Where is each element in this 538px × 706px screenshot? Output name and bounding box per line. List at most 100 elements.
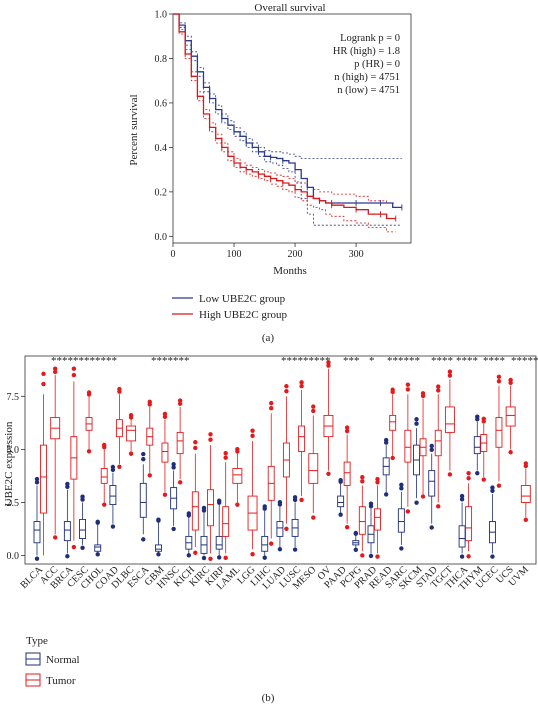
tumor-outlier bbox=[147, 473, 152, 478]
normal-outlier bbox=[459, 497, 465, 502]
significance-group: ************ bbox=[511, 355, 538, 367]
normal-outlier bbox=[383, 437, 389, 443]
survival-plot-frame bbox=[172, 13, 412, 244]
expression-legend: Type Normal Tumor bbox=[25, 635, 80, 687]
normal-outlier bbox=[292, 495, 298, 500]
normal-box-ESCA bbox=[139, 451, 147, 542]
tumor-outlier bbox=[508, 450, 513, 455]
normal-box-SKCM bbox=[413, 417, 420, 505]
normal-outlier bbox=[95, 519, 100, 524]
tumor-outlier bbox=[177, 398, 183, 403]
legend-tumor-label: Tumor bbox=[46, 675, 76, 687]
tumor-outlier bbox=[436, 388, 441, 393]
expression-y-label: UBE2C expression bbox=[3, 421, 15, 506]
tumor-outlier bbox=[447, 373, 453, 378]
tumor-outlier bbox=[250, 428, 255, 433]
tumor-outlier bbox=[375, 554, 380, 559]
stats-n-high: n (high) = 4751 bbox=[334, 72, 400, 83]
tumor-box-LGG bbox=[247, 428, 258, 557]
tumor-outlier bbox=[311, 404, 316, 409]
normal-box-SARC bbox=[397, 482, 405, 551]
tumor-outlier bbox=[177, 480, 183, 485]
expr-y-tick-label: 2.5 bbox=[7, 498, 20, 509]
tumor-box-UVM bbox=[520, 461, 531, 523]
tumor-box-PAAD bbox=[343, 425, 351, 530]
normal-outlier bbox=[414, 421, 419, 426]
stats-n-low: n (low) = 4751 bbox=[337, 85, 400, 96]
panel-b-label: (b) bbox=[262, 692, 275, 704]
normal-outlier bbox=[171, 526, 176, 532]
normal-outlier bbox=[201, 505, 207, 511]
tumor-outlier bbox=[162, 492, 168, 497]
significance-group: **** bbox=[431, 355, 453, 367]
normal-outlier bbox=[399, 546, 404, 551]
tumor-outlier bbox=[344, 524, 350, 530]
significance-group: ****** bbox=[387, 355, 420, 367]
legend-low-label: Low UBE2C group bbox=[199, 293, 286, 305]
survival-title: Overall survival bbox=[254, 2, 325, 14]
normal-box-STAD bbox=[428, 443, 436, 530]
normal-outlier bbox=[399, 486, 404, 491]
normal-outlier bbox=[414, 500, 419, 505]
tumor-box-OV bbox=[323, 360, 334, 476]
tumor-outlier bbox=[375, 476, 380, 482]
tumor-outlier bbox=[326, 471, 331, 476]
normal-outlier bbox=[368, 553, 374, 559]
tumor-outlier bbox=[466, 470, 471, 476]
tumor-outlier bbox=[299, 497, 304, 503]
tumor-box-STAD bbox=[434, 384, 442, 509]
tumor-outlier bbox=[208, 556, 213, 561]
normal-outlier bbox=[201, 555, 207, 561]
tumor-outlier bbox=[250, 433, 255, 439]
tumor-box-BLCA bbox=[40, 371, 47, 556]
cancer-type-labels: BLCAACCBRCACESCCHOLCOADDLBCESCAGBMHNSCKI… bbox=[18, 564, 531, 593]
tumor-box-COAD bbox=[115, 386, 123, 469]
normal-box-GBM bbox=[155, 517, 162, 557]
expression-y-ticks: 0.0 2.5 5.0 7.5 bbox=[7, 392, 25, 562]
normal-outlier bbox=[262, 555, 267, 560]
tumor-box-ACC bbox=[50, 366, 61, 540]
tumor-outlier bbox=[147, 399, 152, 405]
tumor-outlier bbox=[284, 383, 289, 389]
tumor-outlier bbox=[193, 550, 198, 555]
normal-box-LIHC bbox=[261, 504, 269, 560]
survival-panel: Overall survival 0 100 200 3000.00.20.40.60… bbox=[128, 2, 412, 344]
tumor-outlier bbox=[208, 432, 213, 437]
tumor-outlier bbox=[344, 425, 350, 430]
y-tick-label: 0.6 bbox=[155, 98, 168, 109]
y-tick-label: 0.8 bbox=[155, 54, 168, 65]
normal-box-KICH bbox=[185, 511, 193, 558]
tumor-box-ESCA bbox=[146, 399, 154, 478]
tumor-outlier bbox=[52, 366, 58, 371]
normal-outlier bbox=[156, 552, 161, 557]
tumor-outlier bbox=[390, 387, 395, 392]
y-tick-label: 1.0 bbox=[155, 10, 168, 21]
tumor-outlier bbox=[250, 552, 255, 557]
normal-outlier bbox=[490, 488, 495, 493]
tumor-box-KIRP bbox=[222, 451, 230, 561]
normal-outlier bbox=[141, 456, 146, 462]
tumor-outlier bbox=[481, 416, 486, 422]
legend-normal-label: Normal bbox=[46, 654, 80, 666]
tumor-outlier bbox=[436, 504, 441, 509]
tumor-outlier bbox=[102, 502, 107, 507]
normal-outlier bbox=[216, 555, 222, 560]
tumor-outlier bbox=[117, 464, 122, 469]
tumor-box-LUSC bbox=[298, 380, 306, 503]
tumor-box-GBM bbox=[161, 411, 169, 497]
normal-outlier bbox=[429, 525, 434, 530]
tumor-outlier bbox=[269, 541, 274, 546]
tumor-outlier bbox=[128, 451, 134, 456]
tumor-outlier bbox=[326, 360, 331, 365]
tumor-box-BRCA bbox=[70, 366, 78, 550]
tumor-outlier bbox=[177, 401, 183, 406]
tumor-outlier bbox=[508, 377, 513, 383]
normal-outlier bbox=[186, 553, 192, 558]
normal-box-LUAD bbox=[276, 500, 284, 552]
significance-group: ************ bbox=[51, 355, 117, 367]
survival-stats: Logrank p = 0 HR (high) = 1.8 p (HR) = 0… bbox=[333, 33, 400, 96]
normal-outlier bbox=[338, 512, 343, 517]
y-tick-label: 0.4 bbox=[155, 143, 168, 154]
tumor-outlier bbox=[71, 366, 77, 371]
normal-box-COAD bbox=[109, 464, 117, 529]
